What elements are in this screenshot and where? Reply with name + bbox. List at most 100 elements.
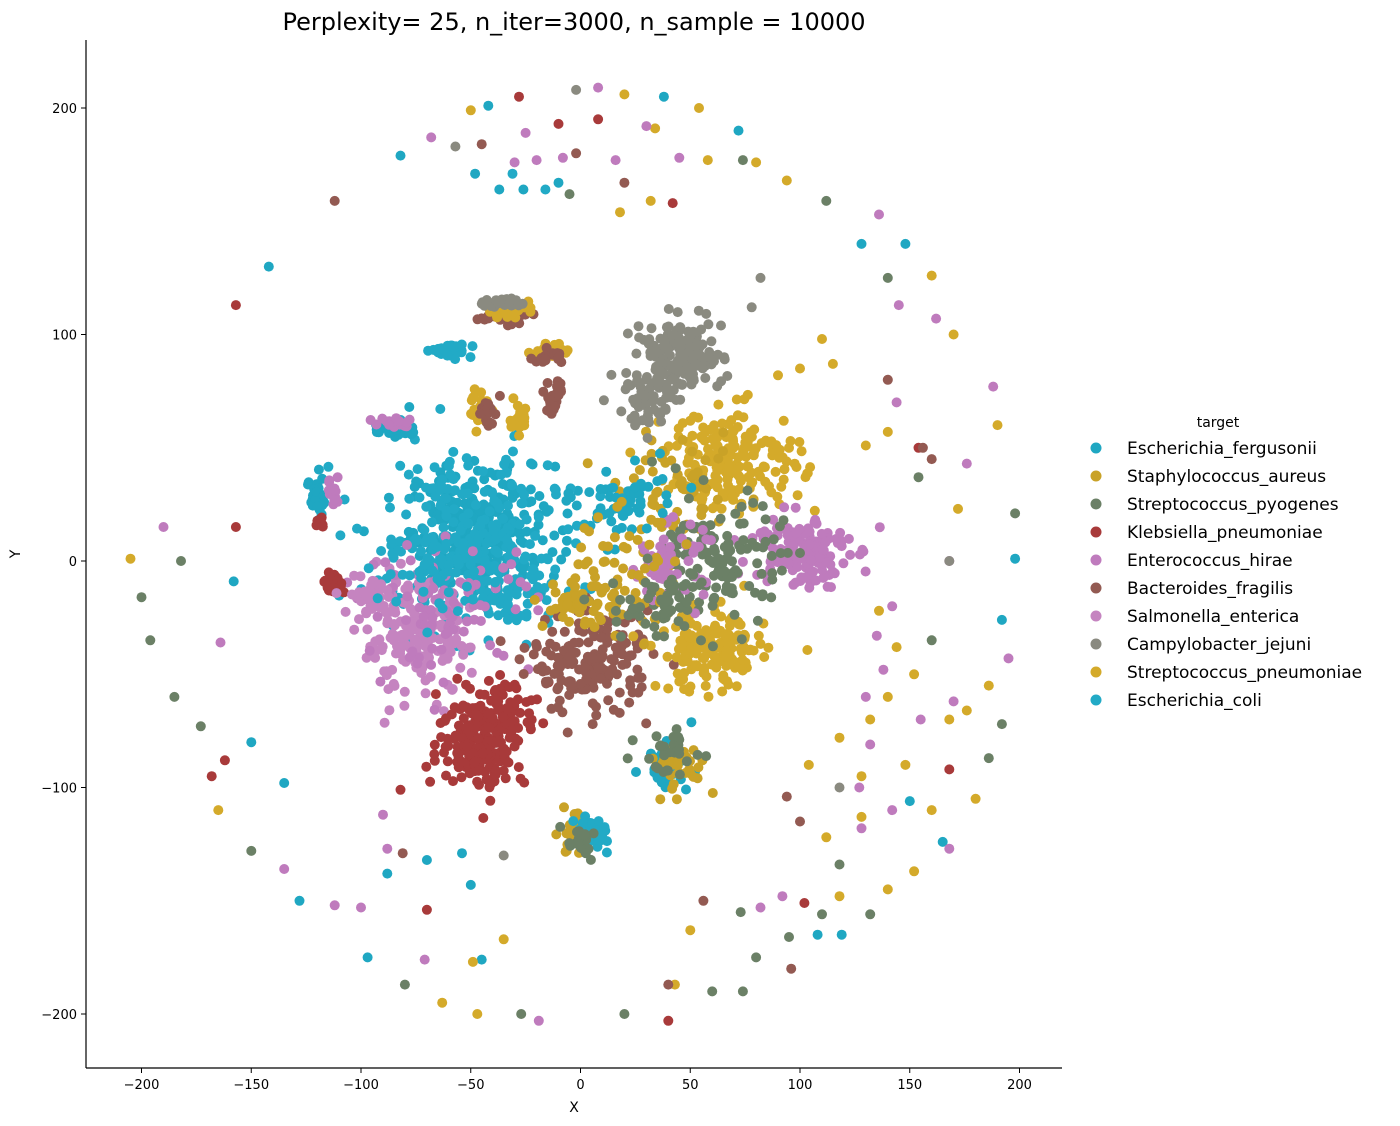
scatter-point <box>727 572 737 582</box>
scatter-point <box>727 443 738 454</box>
scatter-point <box>356 902 366 913</box>
scatter-point <box>646 448 657 459</box>
scatter-point <box>335 530 346 541</box>
scatter-point <box>531 155 542 166</box>
scatter-point <box>628 473 639 484</box>
scatter-point <box>641 718 652 729</box>
scatter-point <box>641 121 652 132</box>
scatter-point <box>814 552 825 563</box>
scatter-point <box>860 440 871 451</box>
scatter-point <box>498 934 509 945</box>
scatter-point <box>633 321 644 332</box>
scatter-point <box>644 539 655 550</box>
scatter-point <box>663 321 674 332</box>
scatter-point <box>704 555 715 566</box>
scatter-point <box>686 379 697 390</box>
scatter-point <box>347 589 357 600</box>
scatter-point <box>556 554 567 565</box>
scatter-point <box>666 605 677 616</box>
scatter-point <box>213 805 224 816</box>
scatter-point <box>616 631 626 642</box>
y-tick-label: −100 <box>41 782 77 797</box>
scatter-point <box>774 452 785 463</box>
scatter-point <box>511 547 522 558</box>
scatter-point <box>763 642 774 653</box>
scatter-point <box>834 859 845 870</box>
scatter-point <box>755 638 766 649</box>
scatter-point <box>451 567 462 578</box>
scatter-point <box>402 540 413 550</box>
scatter-point <box>718 427 729 438</box>
scatter-point <box>579 523 590 534</box>
scatter-point <box>475 408 486 419</box>
scatter-point <box>384 419 395 430</box>
scatter-point <box>440 531 451 542</box>
scatter-point <box>524 304 535 315</box>
scatter-point <box>514 422 525 433</box>
scatter-point <box>756 568 767 579</box>
scatter-point <box>505 295 516 306</box>
scatter-point <box>714 553 725 564</box>
scatter-point <box>822 581 833 592</box>
scatter-point <box>422 533 433 544</box>
scatter-point <box>521 581 532 592</box>
scatter-point <box>541 595 552 606</box>
scatter-point <box>633 570 644 581</box>
scatter-point <box>755 471 765 482</box>
scatter-point <box>332 472 343 483</box>
scatter-point <box>651 610 661 621</box>
legend-entry-label: Streptococcus_pyogenes <box>1127 495 1339 515</box>
scatter-point <box>421 501 432 512</box>
scatter-point <box>970 793 981 804</box>
scatter-point <box>553 702 563 713</box>
scatter-point <box>507 480 518 491</box>
scatter-point <box>405 555 416 566</box>
scatter-point <box>491 310 502 321</box>
scatter-point <box>407 646 418 657</box>
scatter-point <box>514 430 525 441</box>
scatter-point <box>397 848 408 859</box>
scatter-point <box>479 474 490 485</box>
scatter-point <box>636 672 647 683</box>
scatter-point <box>527 564 538 575</box>
scatter-point <box>466 395 477 406</box>
scatter-point <box>677 379 688 390</box>
scatter-point <box>802 645 813 655</box>
scatter-point <box>737 986 748 997</box>
scatter-point <box>479 556 490 567</box>
scatter-point <box>755 272 766 283</box>
scatter-point <box>349 570 360 581</box>
scatter-point <box>423 345 434 356</box>
scatter-point <box>651 552 662 563</box>
scatter-point <box>521 526 532 537</box>
scatter-point <box>531 639 542 649</box>
scatter-point <box>707 433 718 444</box>
scatter-point <box>391 596 402 607</box>
scatter-point <box>419 525 430 536</box>
scatter-point <box>598 395 609 406</box>
scatter-point <box>488 525 499 536</box>
scatter-point <box>745 644 756 655</box>
scatter-point <box>882 272 893 283</box>
scatter-point <box>692 749 703 760</box>
scatter-point <box>688 569 699 580</box>
scatter-point <box>484 506 495 517</box>
scatter-point <box>660 596 671 607</box>
scatter-point <box>746 431 757 442</box>
scatter-point <box>913 472 924 483</box>
scatter-point <box>655 448 665 459</box>
scatter-point <box>465 352 476 363</box>
scatter-point <box>387 664 398 675</box>
scatter-point <box>728 436 739 447</box>
scatter-point <box>503 574 514 585</box>
scatter-point <box>633 687 644 698</box>
scatter-point <box>448 776 458 787</box>
scatter-point <box>561 495 572 506</box>
scatter-point <box>601 847 612 858</box>
scatter-point <box>634 465 645 475</box>
scatter-point <box>464 749 475 760</box>
scatter-point <box>961 705 972 716</box>
scatter-point <box>614 687 625 698</box>
scatter-point <box>514 654 525 665</box>
scatter-point <box>614 707 625 718</box>
